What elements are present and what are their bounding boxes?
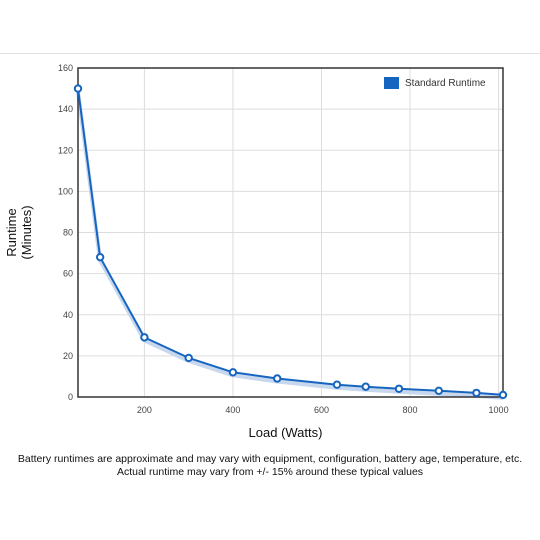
x-tick-label: 200 (137, 405, 152, 415)
grid-lines (78, 68, 503, 397)
data-point (184, 353, 193, 363)
data-point (434, 386, 444, 396)
disclaimer-line-1: Battery runtimes are approximate and may… (17, 453, 523, 465)
data-point (332, 380, 342, 389)
series-shadow-line (76, 91, 504, 400)
series-standard-runtime (73, 84, 508, 400)
y-tick-label: 100 (58, 186, 73, 196)
data-point (273, 374, 282, 383)
data-point (140, 333, 149, 342)
series-line (77, 88, 504, 396)
y-tick-label: 120 (58, 145, 73, 155)
x-tick-label: 400 (225, 405, 240, 415)
y-tick-label: 80 (63, 228, 73, 238)
data-point (73, 84, 83, 93)
top-divider (0, 53, 540, 54)
runtime-disclaimer: Battery runtimes are approximate and may… (0, 453, 540, 479)
data-point (228, 368, 238, 377)
y-tick-label: 20 (63, 351, 73, 361)
y-tick-label: 140 (58, 104, 73, 114)
runtime-chart: 0 20 40 60 80 100 120 140 160 200 400 600 800 1000 S… (4, 63, 509, 440)
y-tick-label: 0 (68, 392, 73, 402)
data-point (361, 382, 370, 391)
x-tick-label: 1000 (489, 405, 509, 415)
series-shadow (76, 91, 504, 400)
y-axis-ticks: 0 20 40 60 80 100 120 140 160 (58, 63, 73, 402)
x-axis-title: Load (Watts) (249, 425, 323, 440)
x-tick-label: 800 (403, 405, 418, 415)
data-point (95, 252, 105, 262)
y-axis-title-line1: Runtime (4, 208, 19, 256)
legend-label: Standard Runtime (405, 78, 486, 89)
plot-frame (77, 67, 504, 398)
x-axis-ticks: 200 400 600 800 1000 (137, 405, 509, 415)
data-point (394, 384, 404, 393)
y-tick-label: 60 (63, 269, 73, 279)
y-tick-label: 40 (63, 310, 73, 320)
data-point (498, 390, 508, 400)
y-tick-label: 160 (58, 63, 73, 73)
y-axis-title-line2: (Minutes) (19, 205, 34, 259)
disclaimer-line-2: Actual runtime may vary from +/- 15% aro… (116, 466, 424, 478)
legend-swatch (384, 77, 399, 89)
legend: Standard Runtime (384, 77, 486, 89)
x-tick-label: 600 (314, 405, 329, 415)
data-point (472, 388, 481, 398)
